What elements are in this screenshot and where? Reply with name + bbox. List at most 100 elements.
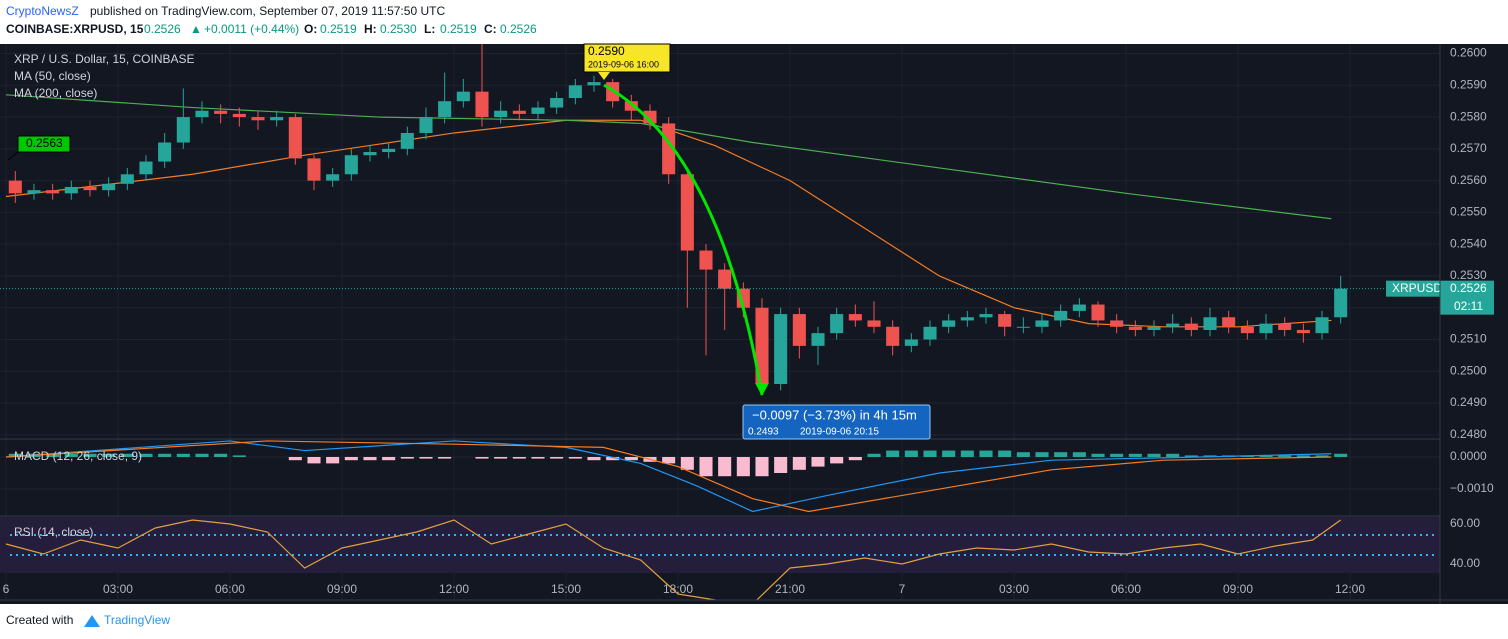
macd-hist (1091, 453, 1105, 457)
left-tag (7, 135, 71, 161)
candle-body (512, 110, 526, 114)
candle-body (1296, 329, 1310, 334)
macd-hist (1110, 453, 1124, 457)
y-tick-label: 0.2490 (1450, 395, 1487, 409)
macd-hist (419, 456, 433, 459)
candle-body (344, 155, 358, 175)
macd-hist (923, 450, 937, 457)
high-tag-tip (598, 72, 610, 80)
legend-macd: MACD (12, 26, close, 9) (14, 449, 142, 463)
y-tick-label: 60.00 (1450, 516, 1480, 530)
header-item: H: (364, 22, 377, 36)
macd-hist (867, 453, 881, 457)
macd-hist (139, 453, 153, 457)
macd-hist (64, 453, 78, 457)
candle-body (1110, 320, 1124, 327)
candle-body (643, 110, 657, 124)
macd-hist (176, 453, 190, 457)
low-tag: 0.2493 (748, 427, 779, 438)
candle-body (158, 142, 172, 162)
rsi-band-fill (0, 517, 1440, 573)
x-tick-label: 12:00 (1335, 582, 1365, 596)
header-item: 0.2519 (440, 22, 477, 36)
candle-body (904, 339, 918, 346)
candle-body (998, 314, 1012, 327)
x-tick-label: 7 (899, 582, 906, 596)
y-tick-label: 0.2540 (1450, 236, 1487, 250)
header-item: 0.2526 (500, 22, 537, 36)
y-tick-label: 0.2570 (1450, 141, 1487, 155)
macd-hist (158, 453, 172, 457)
macd-hist (662, 456, 676, 464)
y-tick-label: 0.2500 (1450, 363, 1487, 377)
y-tick-label: 0.2550 (1450, 205, 1487, 219)
y-tick-label: 0.2530 (1450, 268, 1487, 282)
legend-title: XRP / U.S. Dollar, 15, COINBASE (14, 52, 195, 66)
candle-body (1072, 304, 1086, 311)
candle-body (8, 180, 22, 194)
candle-body (251, 117, 265, 121)
macd-hist (699, 456, 713, 477)
macd-hist (1072, 452, 1086, 457)
candle-body (494, 110, 508, 118)
macd-hist (736, 456, 750, 477)
header-item: O: (304, 22, 317, 36)
header-item: ▲ (190, 22, 202, 36)
x-tick-label: 03:00 (103, 582, 133, 596)
candle-body (867, 320, 881, 327)
macd-hist (960, 450, 974, 457)
y-tick-label: 0.2580 (1450, 109, 1487, 123)
author: CryptoNewsZ (6, 4, 79, 18)
macd-hist (755, 456, 769, 477)
macd-hist (494, 456, 508, 459)
footer-bg (0, 604, 1508, 639)
range-arrow (603, 83, 764, 396)
range-text: −0.0097 (−3.73%) in 4h 15m (752, 407, 917, 422)
candle-body (811, 333, 825, 346)
candle-body (195, 110, 209, 118)
candle-body (64, 186, 78, 194)
last-name-bg (1386, 280, 1440, 297)
y-tick-label: 0.2480 (1450, 427, 1487, 441)
macd-hist (587, 456, 601, 461)
macd-hist (475, 456, 489, 459)
macd-hist (1016, 452, 1030, 457)
candle-body (288, 117, 302, 159)
macd-hist (214, 453, 228, 457)
candle-body (1091, 304, 1105, 321)
macd-hist (120, 453, 134, 457)
header-item: COINBASE:XRPUSD, 15 (6, 22, 144, 36)
candle-body (568, 85, 582, 99)
macd-hist (195, 453, 209, 457)
candle-body (1222, 317, 1236, 327)
macd-hist (848, 456, 862, 461)
footer-brand: TradingView (104, 613, 170, 627)
candle-body (363, 152, 377, 156)
macd-line (5, 440, 1332, 513)
candle-body (1147, 326, 1161, 330)
macd-hist (568, 456, 582, 459)
legend-rsi: RSI (14, close) (14, 525, 93, 539)
x-tick-label: 09:00 (327, 582, 357, 596)
candle-body (624, 101, 638, 111)
arrow-head (755, 383, 769, 396)
candle-body (400, 132, 414, 149)
candle-body (139, 161, 153, 175)
candle-body (1334, 288, 1348, 318)
macd-hist (718, 456, 732, 477)
candle-body (382, 148, 396, 153)
candle-body (1035, 320, 1049, 327)
candle-body (755, 307, 769, 384)
y-tick-label: 0.2600 (1450, 46, 1487, 60)
candle-body (1278, 323, 1292, 330)
high-tag-price: 0.2590 (588, 44, 625, 58)
x-tick-label: 06:00 (1111, 582, 1141, 596)
tv-logo (84, 615, 100, 627)
macd-hist (811, 456, 825, 467)
macd-line (5, 440, 1332, 513)
macd-hist (46, 453, 60, 457)
macd-hist (8, 453, 22, 457)
macd-hist (1184, 455, 1198, 457)
macd-hist (531, 456, 545, 459)
